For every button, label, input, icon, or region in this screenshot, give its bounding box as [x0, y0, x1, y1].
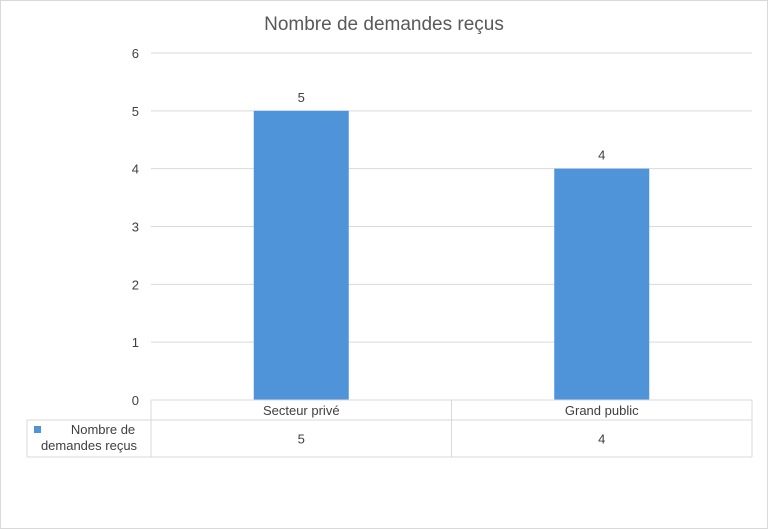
bar — [253, 110, 349, 400]
data-label: 4 — [598, 148, 605, 163]
table-value: 4 — [598, 432, 605, 447]
data-table: Secteur privé 5 Grand public 4 Nombre de dema… — [26, 399, 753, 458]
category-label: Grand public — [565, 403, 639, 418]
y-tick-label: 3 — [132, 220, 139, 235]
bars — [253, 110, 650, 400]
y-tick-label: 1 — [132, 335, 139, 350]
series-name: Nombre de demandes reçus — [41, 422, 138, 453]
y-tick-label: 4 — [132, 162, 139, 177]
y-axis: 0 1 2 3 4 5 6 — [132, 46, 139, 408]
gridlines — [151, 52, 752, 343]
bar — [554, 168, 650, 400]
y-tick-label: 2 — [132, 277, 139, 292]
chart-title: Nombre de demandes reçus — [264, 14, 504, 35]
y-tick-label: 6 — [132, 46, 139, 61]
y-tick-label: 5 — [132, 104, 139, 119]
data-label: 5 — [298, 90, 305, 105]
y-tick-label: 0 — [132, 393, 139, 408]
legend-key — [34, 426, 41, 433]
category-label: Secteur privé — [263, 403, 340, 418]
table-value: 5 — [298, 432, 305, 447]
data-labels: 54 — [298, 90, 606, 163]
